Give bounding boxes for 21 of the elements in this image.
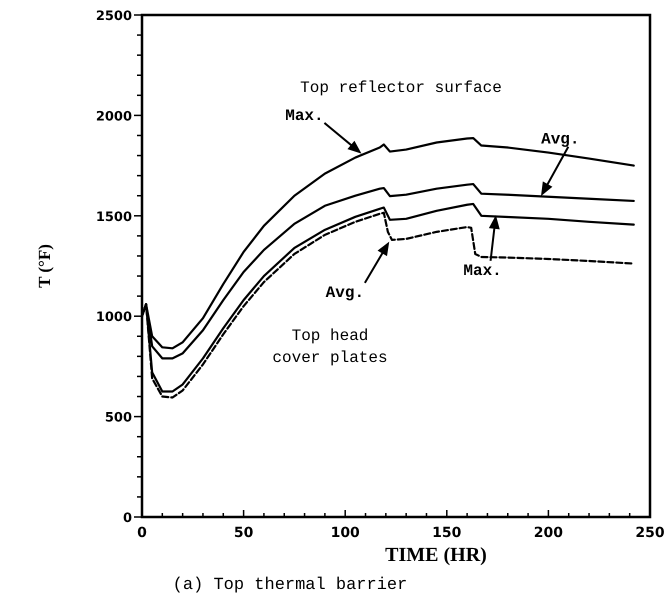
annotation: Top reflector surface bbox=[300, 79, 502, 97]
y-tick-label: 1000 bbox=[96, 310, 132, 326]
y-axis-title: T (°F) bbox=[35, 244, 54, 288]
y-tick-label: 1500 bbox=[96, 210, 132, 225]
x-axis-title: TIME (HR) bbox=[385, 544, 487, 566]
x-tick-label: 50 bbox=[234, 525, 254, 541]
x-tick-label: 100 bbox=[330, 525, 360, 541]
x-tick-label: 250 bbox=[635, 525, 664, 541]
annotation: Top head cover plates bbox=[272, 327, 388, 367]
annotation: Max. bbox=[463, 262, 502, 280]
annotation: Avg. bbox=[541, 130, 580, 149]
annotation: Max. bbox=[285, 106, 324, 125]
y-tick-label: 2500 bbox=[96, 9, 132, 24]
y-tick-label: 2000 bbox=[96, 109, 132, 124]
text: (a) Top thermal barrier bbox=[172, 576, 408, 595]
annotation: Avg. bbox=[326, 284, 364, 302]
x-tick-label: 200 bbox=[534, 525, 564, 541]
y-tick-label: 500 bbox=[104, 410, 132, 426]
x-tick-label: 0 bbox=[137, 525, 148, 541]
y-tick-label: 0 bbox=[122, 511, 132, 526]
x-tick-label: 150 bbox=[432, 525, 462, 541]
